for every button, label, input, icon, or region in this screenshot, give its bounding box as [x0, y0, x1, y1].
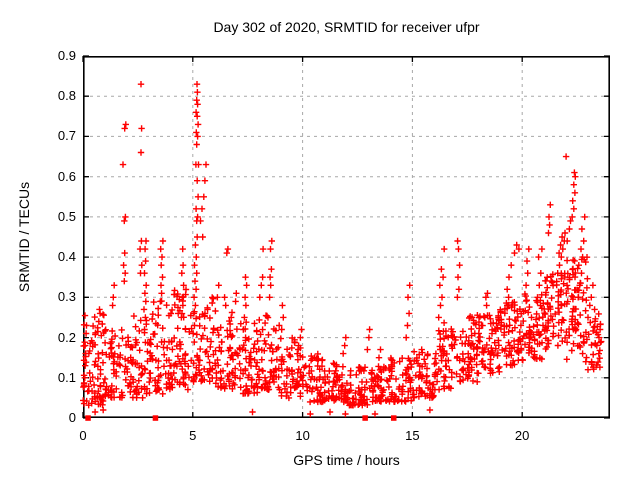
y-tick-label: 0.4	[57, 249, 76, 265]
scatter-points-arcs	[80, 81, 605, 418]
zero-flag-squares	[85, 415, 397, 421]
scatter-points-band	[80, 254, 604, 409]
y-tick-label: 0.9	[57, 48, 76, 63]
x-tick-label: 10	[295, 428, 310, 443]
plot-frame	[83, 56, 611, 418]
y-axis-title: SRMTID / TECUs	[16, 181, 32, 293]
x-tick-label: 20	[514, 428, 530, 443]
y-tick-label: 0.8	[57, 88, 76, 104]
scatter-plot-svg	[80, 55, 611, 421]
x-tick-label: 5	[189, 428, 197, 443]
chart-title: Day 302 of 2020, SRMTID for receiver ufp…	[213, 19, 480, 35]
y-tick-label: 0.6	[57, 168, 76, 184]
x-tick-label: 15	[405, 428, 420, 443]
y-tick-label: 0.7	[57, 128, 76, 144]
plot-area	[80, 55, 611, 421]
y-tick-label: 0.5	[57, 208, 76, 224]
x-axis-title: GPS time / hours	[293, 452, 400, 468]
y-tick-label: 0.2	[57, 329, 76, 345]
gridlines	[83, 56, 610, 418]
y-tick-label: 0	[68, 410, 76, 425]
y-tick-label: 0.1	[57, 369, 76, 385]
y-tick-label: 0.3	[57, 289, 76, 305]
axis-ticks	[82, 55, 610, 419]
x-tick-label: 0	[79, 428, 87, 443]
